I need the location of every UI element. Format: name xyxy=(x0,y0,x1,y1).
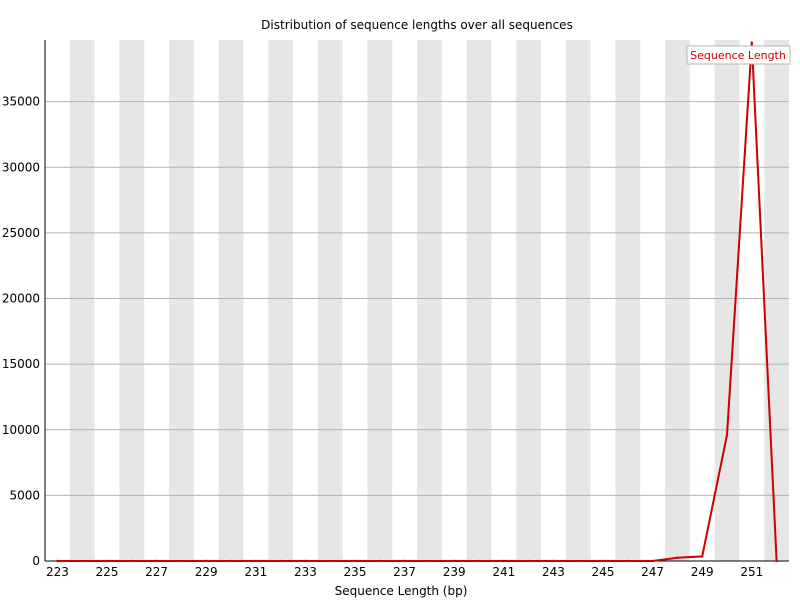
y-tick-label-20000: 20000 xyxy=(2,292,40,306)
band-232 xyxy=(268,40,293,561)
data-point-235 xyxy=(353,559,357,563)
series-line-0 xyxy=(57,42,778,562)
data-point-230 xyxy=(229,559,233,563)
band-234 xyxy=(317,40,343,561)
x-tick-label-247: 247 xyxy=(641,565,664,579)
band-240 xyxy=(466,40,492,561)
data-point-227 xyxy=(155,559,158,563)
x-tick-label-235: 235 xyxy=(344,565,367,579)
data-point-250 xyxy=(725,433,729,437)
data-point-246 xyxy=(626,559,629,563)
band-246 xyxy=(615,40,641,561)
band-236 xyxy=(367,40,393,561)
data-point-236 xyxy=(378,559,381,563)
data-point-229 xyxy=(205,559,208,563)
x-tick-label-245: 245 xyxy=(592,565,615,579)
y-tick-label-0: 0 xyxy=(32,554,40,568)
y-tick-label-5000: 5000 xyxy=(9,488,40,502)
data-point-251 xyxy=(750,41,753,44)
data-point-234 xyxy=(329,559,332,563)
x-tick-label-251: 251 xyxy=(740,565,763,579)
data-point-252 xyxy=(775,559,778,563)
band-224 xyxy=(69,40,95,561)
data-point-239 xyxy=(453,559,456,563)
x-tick-label-237: 237 xyxy=(393,565,416,579)
x-axis-ticks: 223 225 227 229 231 233 235 237 239 241 243 245 247 2… xyxy=(46,565,763,579)
data-point-240 xyxy=(477,559,481,563)
y-tick-label-10000: 10000 xyxy=(2,423,40,437)
data-point-249 xyxy=(701,555,704,558)
y-gridlines xyxy=(45,101,789,496)
legend-entry-sequence-length: Sequence Length xyxy=(690,49,786,62)
x-axis-label: Sequence Length (bp) xyxy=(335,584,468,598)
x-tick-label-249: 249 xyxy=(691,565,714,579)
data-point-247 xyxy=(651,559,654,563)
y-tick-label-35000: 35000 xyxy=(2,95,40,109)
band-244 xyxy=(565,40,591,561)
y-tick-label-15000: 15000 xyxy=(2,357,40,371)
x-tick-label-223: 223 xyxy=(46,565,69,579)
data-point-231 xyxy=(254,559,257,563)
data-point-243 xyxy=(552,559,555,563)
data-point-226 xyxy=(130,559,133,563)
data-point-237 xyxy=(403,559,406,563)
data-point-241 xyxy=(502,559,505,563)
band-242 xyxy=(516,40,541,561)
x-tick-label-239: 239 xyxy=(443,565,466,579)
x-tick-label-243: 243 xyxy=(542,565,565,579)
data-point-245 xyxy=(601,559,605,563)
data-point-244 xyxy=(577,559,580,563)
band-238 xyxy=(417,40,442,561)
plot-bands xyxy=(69,40,789,561)
y-axis-ticks: 0 5000 10000 15000 20000 25000 30000 35000 xyxy=(2,95,40,568)
data-point-224 xyxy=(81,559,84,563)
data-point-223 xyxy=(56,559,59,563)
band-230 xyxy=(218,40,244,561)
legend-box xyxy=(686,45,791,65)
y-tick-label-25000: 25000 xyxy=(2,226,40,240)
band-226 xyxy=(119,40,145,561)
band-248 xyxy=(665,40,690,561)
x-tick-label-233: 233 xyxy=(294,565,317,579)
x-tick-label-231: 231 xyxy=(244,565,267,579)
data-point-225 xyxy=(105,559,109,563)
legend: Sequence Length xyxy=(686,45,791,65)
data-point-233 xyxy=(304,559,307,563)
chart-title: Distribution of sequence lengths over al… xyxy=(261,18,573,32)
data-point-238 xyxy=(428,559,431,563)
y-tick-label-30000: 30000 xyxy=(2,160,40,174)
data-point-242 xyxy=(527,559,530,563)
band-228 xyxy=(169,40,194,561)
data-point-232 xyxy=(279,559,282,563)
x-tick-label-241: 241 xyxy=(492,565,515,579)
data-point-228 xyxy=(180,559,183,563)
data-point-248 xyxy=(676,556,679,559)
x-tick-label-229: 229 xyxy=(195,565,218,579)
x-tick-label-225: 225 xyxy=(96,565,119,579)
series-layer xyxy=(56,41,778,563)
band-252 xyxy=(764,40,789,561)
x-tick-label-227: 227 xyxy=(145,565,168,579)
